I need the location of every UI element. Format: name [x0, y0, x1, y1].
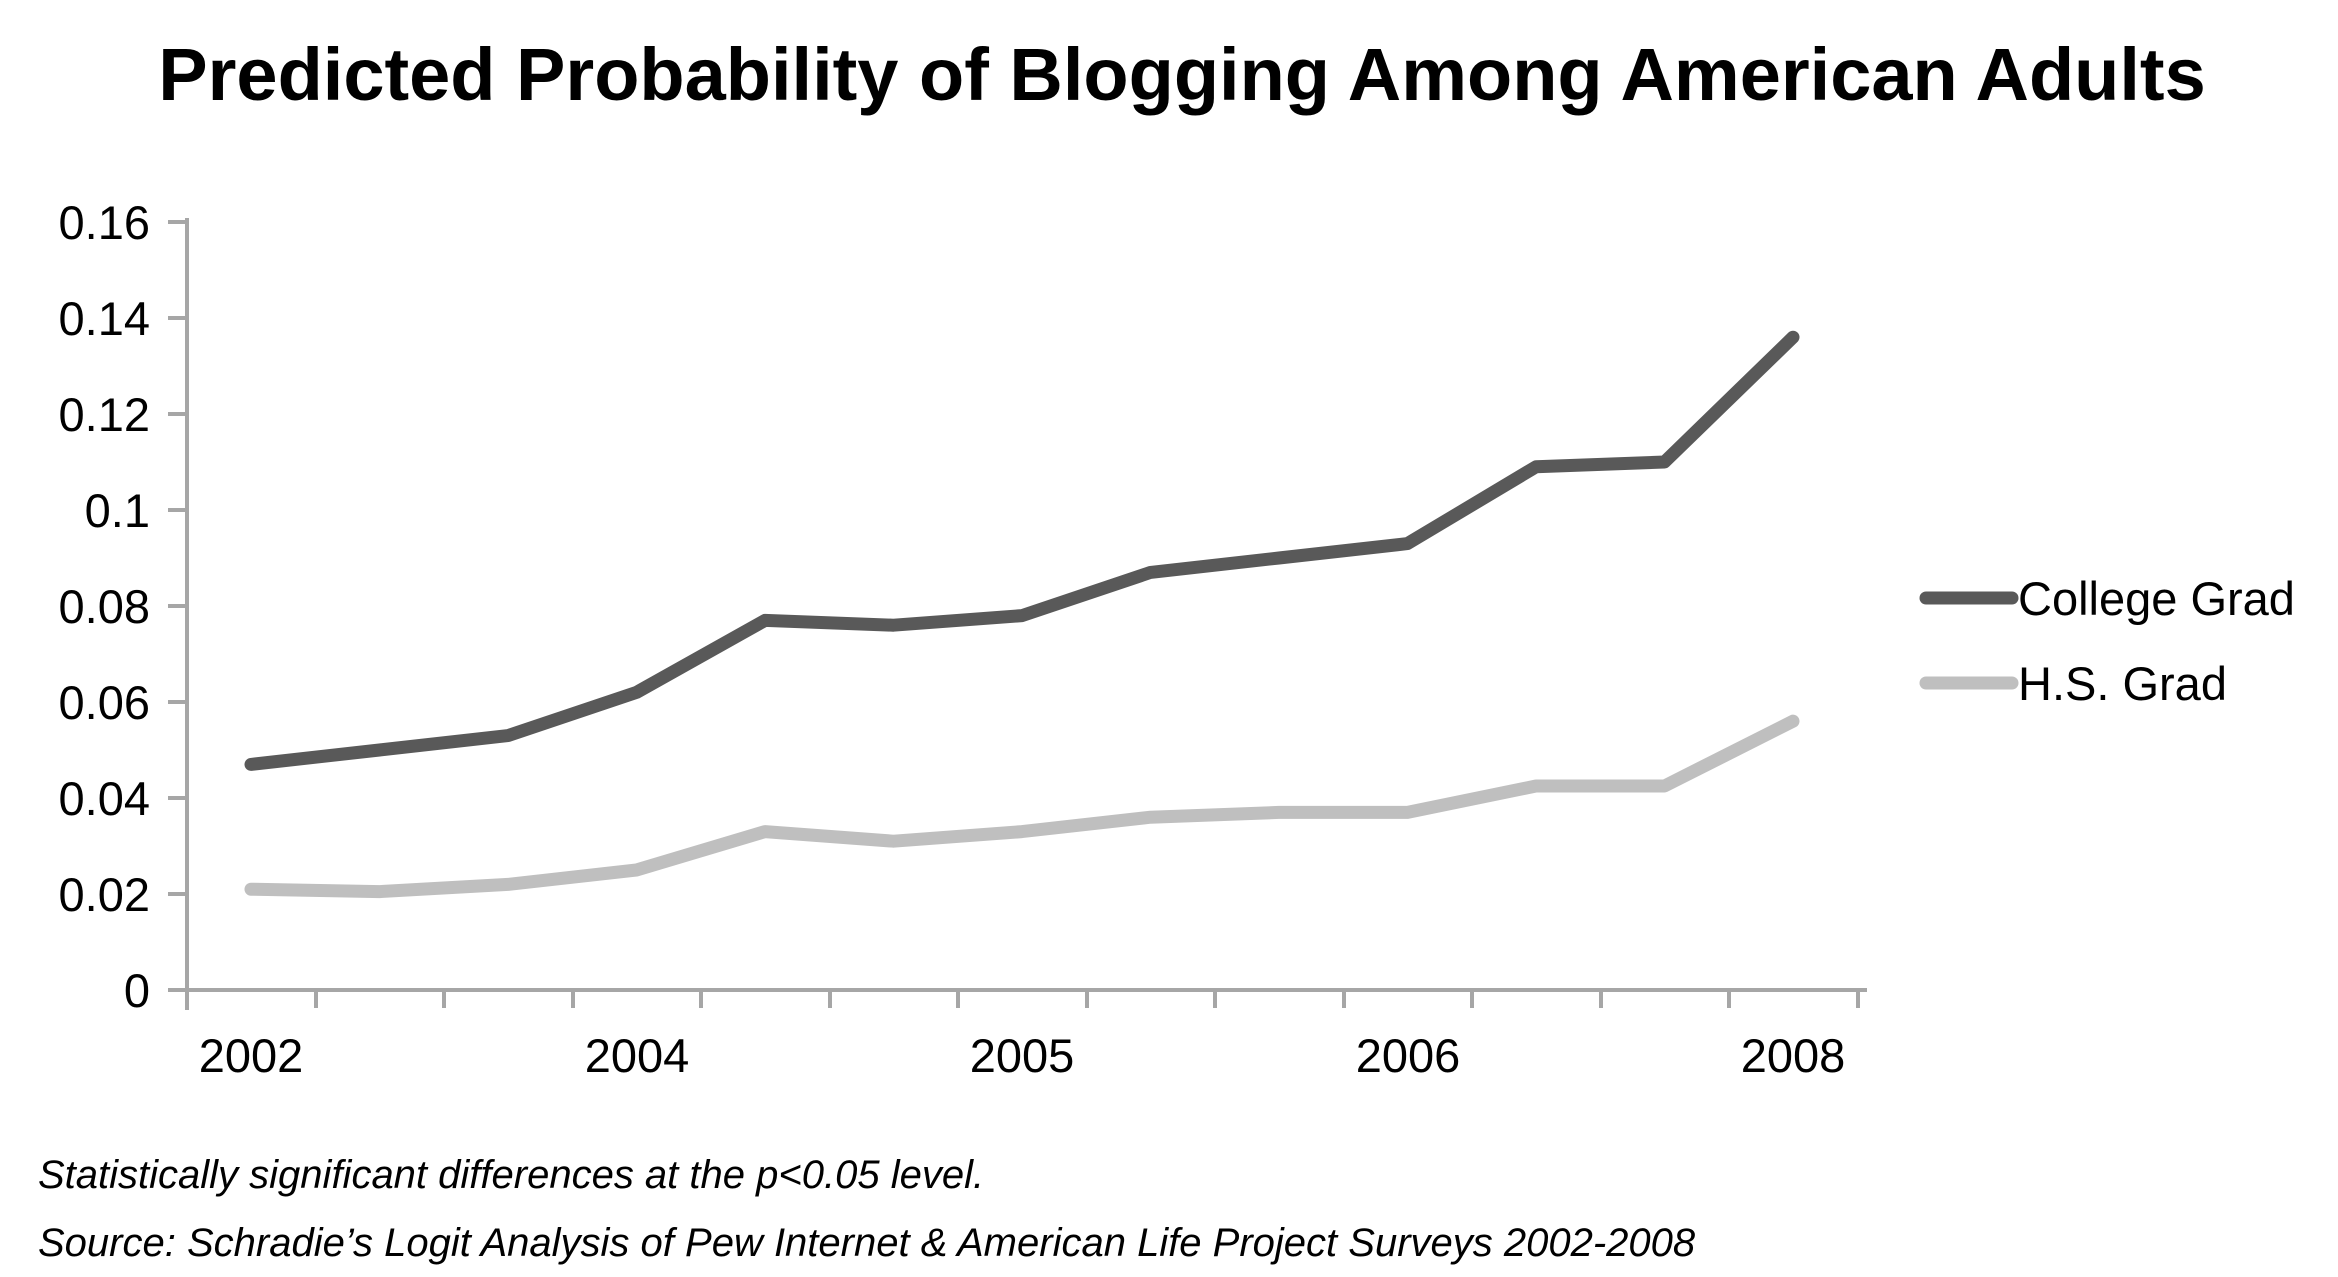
y-axis-labels: 0 0.02 0.04 0.06 0.08 0.1 0.12 0.14 0.16 [59, 196, 150, 1017]
y-axis-ticks [168, 220, 187, 992]
series-line-hs-grad [244, 714, 1800, 899]
x-axis-ticks [185, 990, 1860, 1008]
x-axis-labels: 2002 2004 2005 2006 2008 [199, 1029, 1846, 1082]
y-tick-label: 0.08 [59, 580, 150, 633]
legend-label-hs-grad: H.S. Grad [2018, 657, 2227, 710]
series-line-college-grad [244, 330, 1800, 771]
legend: College Grad H.S. Grad [1919, 572, 2295, 710]
x-tick-label: 2008 [1741, 1029, 1846, 1082]
footnote-significance: Statistically significant differences at… [38, 1153, 984, 1197]
y-tick-label: 0.12 [59, 388, 150, 441]
y-tick-label: 0.04 [59, 772, 150, 825]
x-tick-label: 2005 [970, 1029, 1075, 1082]
x-tick-label: 2006 [1356, 1029, 1461, 1082]
y-tick-label: 0 [124, 964, 150, 1017]
legend-label-college-grad: College Grad [2018, 572, 2295, 625]
x-tick-label: 2004 [585, 1029, 690, 1082]
y-tick-label: 0.14 [59, 292, 150, 345]
y-tick-label: 0.06 [59, 676, 150, 729]
footnote-source: Source: Schradie’s Logit Analysis of Pew… [38, 1221, 1696, 1265]
x-tick-label: 2002 [199, 1029, 304, 1082]
y-tick-label: 0.16 [59, 196, 150, 249]
y-tick-label: 0.1 [85, 484, 150, 537]
y-tick-label: 0.02 [59, 868, 150, 921]
chart-title: Predicted Probability of Blogging Among … [158, 33, 2205, 116]
